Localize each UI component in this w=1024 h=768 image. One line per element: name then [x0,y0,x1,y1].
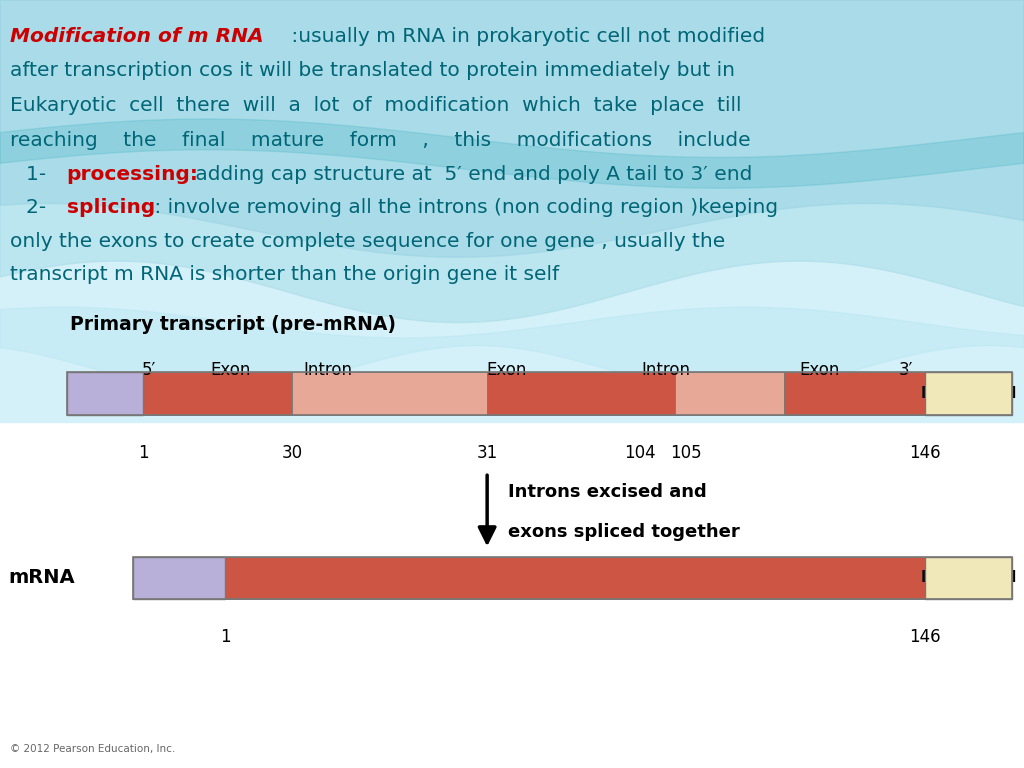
Text: processing:: processing: [67,165,199,184]
Text: Intron: Intron [641,361,690,379]
Text: 146: 146 [909,628,940,646]
Text: Introns excised and: Introns excised and [508,482,707,501]
Text: Poly(A) tail: Poly(A) tail [921,386,1016,401]
Text: 1-: 1- [26,165,52,184]
Text: Modification of m RNA: Modification of m RNA [10,27,264,46]
Text: Eukaryotic  cell  there  will  a  lot  of  modification  which  take  place  til: Eukaryotic cell there will a lot of modi… [10,96,741,115]
Text: 105: 105 [671,444,702,462]
Text: Exon: Exon [210,361,251,379]
Text: 31: 31 [476,444,498,462]
Text: Intron: Intron [303,361,352,379]
Text: m⁷G cap: m⁷G cap [70,386,140,401]
Text: transcript m RNA is shorter than the origin gene it self: transcript m RNA is shorter than the ori… [10,265,559,284]
Text: : involve removing all the introns (non coding region )keeping: : involve removing all the introns (non … [148,198,778,217]
Text: 5′: 5′ [141,361,156,379]
Text: only the exons to create complete sequence for one gene , usually the: only the exons to create complete sequen… [10,232,725,251]
Text: Poly(A) tail: Poly(A) tail [921,571,1016,585]
Text: splicing: splicing [67,198,155,217]
Text: mRNA: mRNA [8,568,75,588]
Text: Exon: Exon [486,361,527,379]
Text: 104: 104 [624,444,655,462]
Text: after transcription cos it will be translated to protein immediately but in: after transcription cos it will be trans… [10,61,735,81]
Text: 1: 1 [220,628,230,646]
Text: 30: 30 [282,444,302,462]
Text: 3′: 3′ [899,361,913,379]
Text: Primary transcript (pre-mRNA): Primary transcript (pre-mRNA) [70,315,395,334]
Text: 1: 1 [138,444,148,462]
Text: reaching    the    final    mature    form    ,    this    modifications    incl: reaching the final mature form , this mo… [10,131,751,150]
Text: adding cap structure at  5′ end and poly A tail to 3′ end: adding cap structure at 5′ end and poly … [189,165,753,184]
Text: Exon: Exon [799,361,840,379]
Text: m⁷G cap: m⁷G cap [144,571,214,585]
Text: :usually m RNA in prokaryotic cell not modified: :usually m RNA in prokaryotic cell not m… [285,27,765,46]
Text: 2-: 2- [26,198,52,217]
Text: © 2012 Pearson Education, Inc.: © 2012 Pearson Education, Inc. [10,744,175,754]
Text: 146: 146 [909,444,940,462]
Text: exons spliced together: exons spliced together [508,523,739,541]
